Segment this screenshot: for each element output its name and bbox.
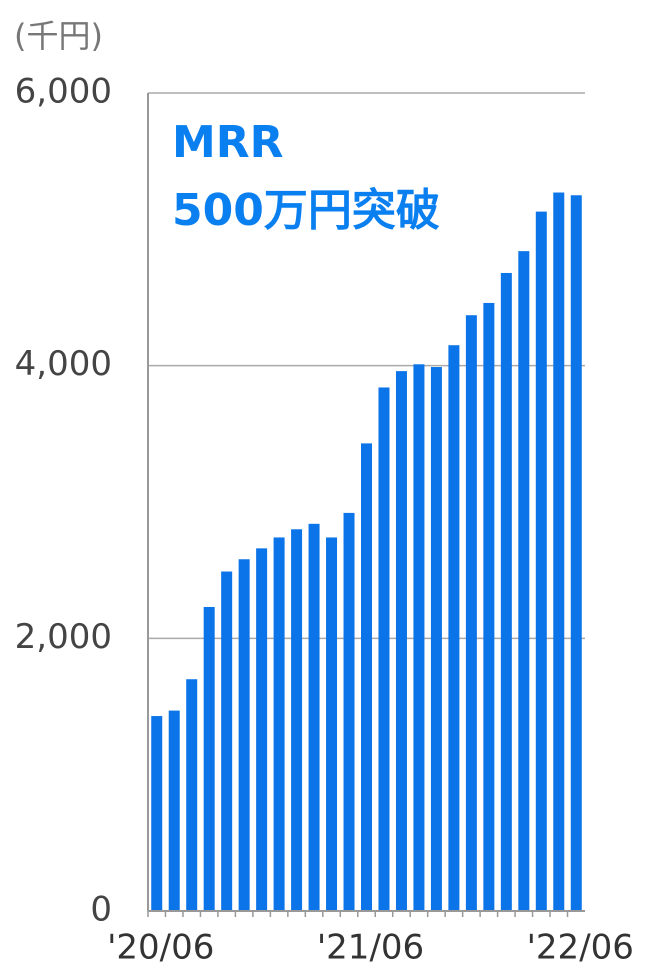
bar xyxy=(343,512,355,911)
bar xyxy=(465,315,477,911)
x-tick-label: '21/06 xyxy=(317,928,424,968)
x-tick-label: '22/06 xyxy=(527,928,634,968)
y-tick-label: 6,000 xyxy=(15,72,112,112)
bar xyxy=(483,302,495,911)
bar xyxy=(448,345,460,911)
bar xyxy=(518,251,530,911)
bar xyxy=(378,387,390,912)
bar xyxy=(221,571,233,911)
annotation: MRR xyxy=(172,117,284,168)
bar xyxy=(238,559,250,911)
bar xyxy=(186,679,198,911)
bar xyxy=(273,537,285,911)
bar xyxy=(361,443,372,911)
x-tick-label: '20/06 xyxy=(107,928,214,968)
bar xyxy=(570,195,582,911)
bar xyxy=(168,710,180,911)
bar xyxy=(395,371,407,911)
annotation: 500万円突破 xyxy=(172,185,440,236)
bar xyxy=(308,523,320,911)
bar xyxy=(553,192,565,912)
bar xyxy=(256,548,268,911)
unit-label: (千円) xyxy=(14,17,103,55)
y-tick-label: 0 xyxy=(90,890,112,930)
y-tick-label: 4,000 xyxy=(15,344,112,384)
bar xyxy=(500,272,512,912)
bar xyxy=(326,537,338,911)
bar xyxy=(203,606,215,911)
bar xyxy=(430,367,442,911)
bar xyxy=(535,211,547,912)
bar xyxy=(413,364,425,911)
bar xyxy=(151,716,163,911)
bar xyxy=(291,529,303,911)
y-tick-label: 2,000 xyxy=(15,617,112,657)
